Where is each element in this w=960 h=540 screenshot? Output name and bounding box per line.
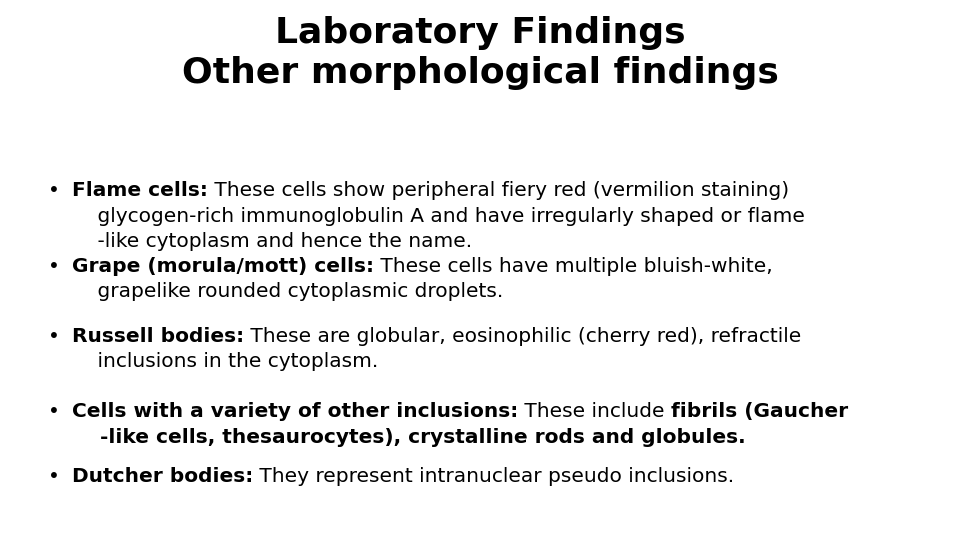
Text: •: • xyxy=(48,327,60,346)
Text: •: • xyxy=(48,256,60,275)
Text: Cells with a variety of other inclusions:: Cells with a variety of other inclusions… xyxy=(72,402,518,421)
Text: •: • xyxy=(48,402,60,421)
Text: These are globular, eosinophilic (cherry red), refractile: These are globular, eosinophilic (cherry… xyxy=(244,327,802,346)
Text: grapelike rounded cytoplasmic droplets.: grapelike rounded cytoplasmic droplets. xyxy=(72,282,503,301)
Text: These include: These include xyxy=(518,402,671,421)
Text: Russell bodies:: Russell bodies: xyxy=(72,327,244,346)
Text: glycogen-rich immunoglobulin A and have irregularly shaped or flame: glycogen-rich immunoglobulin A and have … xyxy=(72,206,804,226)
Text: Dutcher bodies:: Dutcher bodies: xyxy=(72,467,253,486)
Text: Laboratory Findings
Other morphological findings: Laboratory Findings Other morphological … xyxy=(181,16,779,90)
Text: Flame cells:: Flame cells: xyxy=(72,181,208,200)
Text: •: • xyxy=(48,467,60,486)
Text: They represent intranuclear pseudo inclusions.: They represent intranuclear pseudo inclu… xyxy=(253,467,734,486)
Text: •: • xyxy=(48,181,60,200)
Text: These cells have multiple bluish-white,: These cells have multiple bluish-white, xyxy=(374,256,773,275)
Text: inclusions in the cytoplasm.: inclusions in the cytoplasm. xyxy=(72,352,378,372)
Text: Grape (morula/mott) cells:: Grape (morula/mott) cells: xyxy=(72,256,374,275)
Text: -like cytoplasm and hence the name.: -like cytoplasm and hence the name. xyxy=(72,232,472,251)
Text: -like cells, thesaurocytes), crystalline rods and globules.: -like cells, thesaurocytes), crystalline… xyxy=(72,428,746,447)
Text: These cells show peripheral fiery red (vermilion staining): These cells show peripheral fiery red (v… xyxy=(208,181,789,200)
Text: fibrils (Gaucher: fibrils (Gaucher xyxy=(671,402,849,421)
